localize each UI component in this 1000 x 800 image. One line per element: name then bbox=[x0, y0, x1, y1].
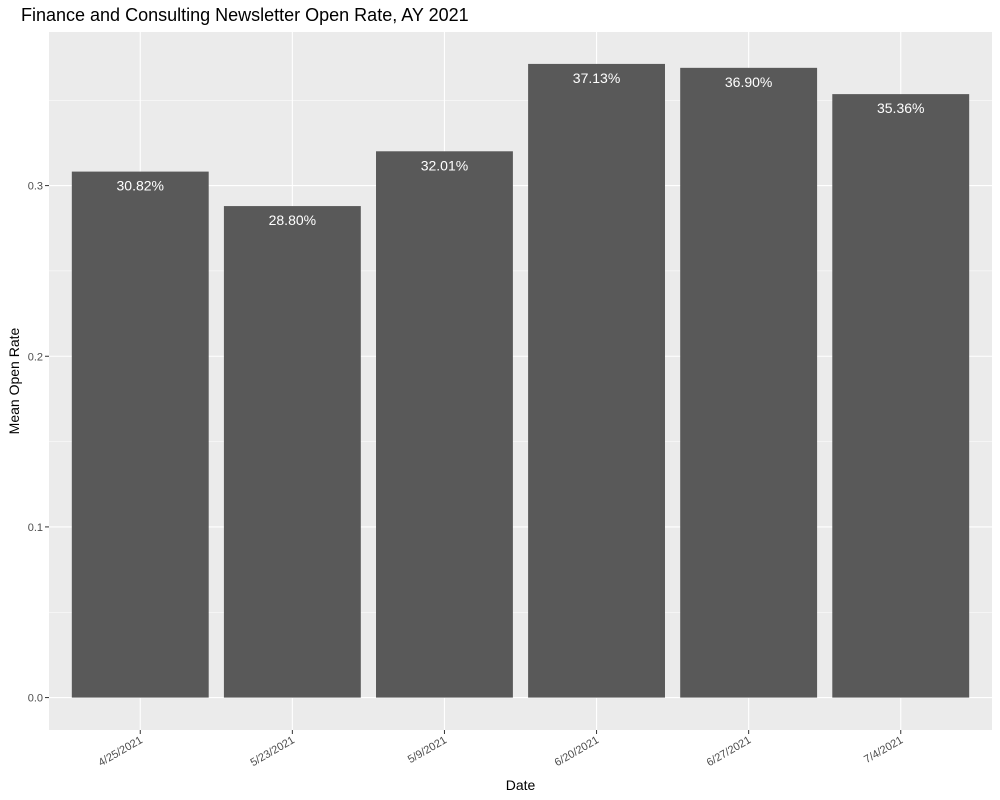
data-label: 37.13% bbox=[573, 70, 620, 86]
x-tick-label: 4/25/2021 bbox=[96, 734, 144, 769]
x-axis: 4/25/2021 5/23/2021 5/9/2021 6/20/2021 6/27/… bbox=[96, 730, 905, 769]
x-tick-label: 7/4/2021 bbox=[862, 734, 905, 766]
x-tick-label: 6/20/2021 bbox=[553, 734, 601, 769]
y-axis: 0.0 0.1 0.2 0.3 bbox=[28, 181, 49, 705]
bar bbox=[223, 206, 361, 698]
bar bbox=[680, 67, 818, 698]
data-label: 36.90% bbox=[725, 74, 772, 90]
y-tick-label: 0.1 bbox=[28, 522, 43, 534]
bar bbox=[376, 151, 513, 698]
data-labels: 30.82% 28.80% 32.01% 37.13% 36.90% 35.36% bbox=[117, 70, 925, 228]
y-tick-label: 0.3 bbox=[28, 181, 43, 193]
bar bbox=[528, 63, 665, 698]
bars bbox=[71, 63, 970, 698]
x-tick-label: 5/9/2021 bbox=[406, 734, 449, 766]
data-label: 30.82% bbox=[117, 178, 164, 194]
bar bbox=[71, 171, 209, 698]
y-axis-title: Mean Open Rate bbox=[6, 327, 22, 434]
data-label: 28.80% bbox=[269, 212, 316, 228]
x-tick-label: 6/27/2021 bbox=[705, 734, 753, 769]
y-tick-label: 0.2 bbox=[28, 351, 43, 363]
chart-title: Finance and Consulting Newsletter Open R… bbox=[21, 5, 469, 25]
x-tick-label: 5/23/2021 bbox=[248, 734, 296, 769]
data-label: 35.36% bbox=[877, 100, 924, 116]
x-axis-title: Date bbox=[506, 777, 536, 793]
data-label: 32.01% bbox=[421, 157, 468, 173]
bar bbox=[832, 94, 970, 698]
y-tick-label: 0.0 bbox=[28, 693, 43, 705]
